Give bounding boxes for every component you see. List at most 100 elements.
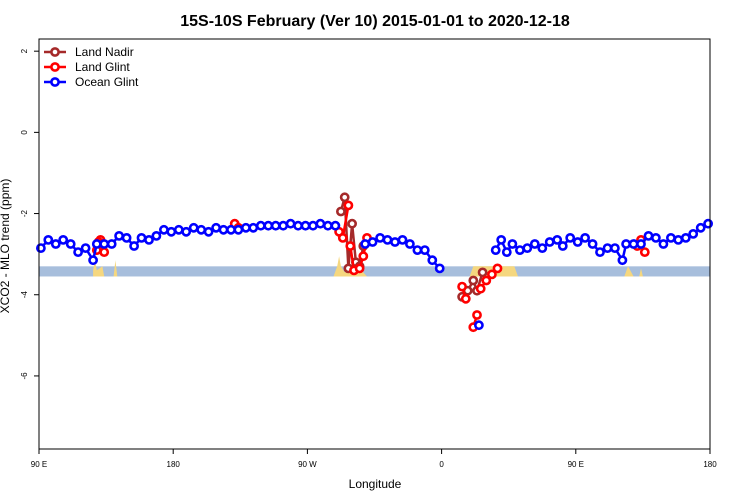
data-point bbox=[339, 192, 350, 203]
data-point bbox=[490, 245, 501, 255]
data-point bbox=[552, 234, 563, 245]
legend-marker bbox=[50, 47, 60, 57]
data-point bbox=[211, 222, 221, 233]
data-point bbox=[322, 220, 333, 231]
data-point bbox=[507, 239, 518, 249]
land-fill-region bbox=[113, 260, 118, 277]
data-point bbox=[285, 218, 296, 229]
data-point bbox=[529, 239, 540, 249]
data-point bbox=[457, 281, 467, 292]
data-point bbox=[673, 234, 684, 245]
data-point bbox=[481, 275, 492, 286]
data-point bbox=[114, 230, 124, 241]
data-point bbox=[65, 239, 76, 249]
data-point bbox=[522, 243, 533, 253]
data-point bbox=[347, 218, 357, 229]
land-fill-region bbox=[93, 260, 105, 277]
x-tick-label: 90 W bbox=[298, 460, 317, 469]
data-point bbox=[460, 293, 471, 304]
data-point bbox=[308, 220, 318, 231]
data-point bbox=[99, 247, 110, 257]
data-point bbox=[43, 234, 54, 245]
land-fill-region bbox=[624, 266, 634, 277]
data-point bbox=[390, 237, 400, 247]
legend-label: Land Glint bbox=[75, 60, 130, 74]
data-point bbox=[404, 239, 415, 249]
data-point bbox=[196, 224, 207, 235]
series-layer bbox=[36, 192, 713, 333]
data-point bbox=[475, 283, 486, 294]
data-point bbox=[218, 224, 229, 235]
data-point bbox=[434, 263, 445, 274]
data-point bbox=[337, 232, 348, 243]
x-tick-label: 90 E bbox=[568, 460, 584, 469]
plot-frame bbox=[38, 38, 711, 450]
data-point bbox=[382, 234, 393, 245]
data-point bbox=[50, 239, 61, 249]
data-point bbox=[501, 247, 512, 257]
legend-item: Land Nadir bbox=[44, 45, 134, 59]
data-point bbox=[472, 310, 482, 320]
y-tick-label: -4 bbox=[20, 291, 29, 299]
data-point bbox=[173, 224, 184, 235]
data-point bbox=[496, 234, 507, 245]
data-point bbox=[255, 220, 266, 231]
data-point bbox=[158, 224, 169, 235]
data-point bbox=[695, 222, 706, 233]
data-point bbox=[233, 224, 244, 235]
data-point bbox=[80, 243, 91, 253]
x-tick-label: 180 bbox=[167, 460, 181, 469]
x-axis: 90 E 180 90 W 0 90 E 180 bbox=[31, 449, 717, 469]
data-point bbox=[651, 232, 661, 243]
data-point bbox=[99, 239, 110, 249]
x-tick-label: 0 bbox=[439, 460, 444, 469]
legend-item: Land Glint bbox=[44, 60, 130, 74]
data-point bbox=[300, 220, 311, 231]
data-point bbox=[58, 234, 69, 245]
data-point bbox=[680, 232, 691, 243]
data-point bbox=[492, 263, 503, 274]
data-point bbox=[151, 230, 162, 241]
data-point bbox=[658, 239, 669, 249]
reference-band bbox=[39, 266, 710, 277]
data-point bbox=[468, 275, 479, 286]
data-point bbox=[643, 230, 654, 241]
data-point bbox=[636, 239, 646, 249]
data-point bbox=[610, 243, 620, 253]
data-point bbox=[354, 263, 365, 274]
data-point bbox=[136, 232, 147, 243]
data-point bbox=[375, 232, 385, 243]
data-point bbox=[270, 220, 281, 231]
y-tick-label: -2 bbox=[20, 209, 29, 217]
data-point bbox=[688, 228, 699, 239]
data-point bbox=[367, 237, 378, 247]
series-ocean-glint bbox=[36, 218, 713, 331]
chart-title: 15S-10S February (Ver 10) 2015-01-01 to … bbox=[180, 13, 570, 30]
data-point bbox=[330, 220, 341, 231]
data-point bbox=[703, 218, 713, 229]
y-axis-label: XCO2 - MLO trend (ppm) bbox=[0, 179, 12, 314]
data-point bbox=[166, 226, 177, 237]
data-point bbox=[419, 245, 430, 255]
data-point bbox=[248, 222, 259, 233]
data-point bbox=[335, 206, 346, 217]
data-point bbox=[188, 222, 199, 233]
legend-item: Ocean Glint bbox=[44, 75, 139, 89]
data-point bbox=[278, 220, 289, 231]
data-point bbox=[345, 241, 356, 251]
data-point bbox=[129, 241, 139, 251]
data-point bbox=[486, 269, 497, 280]
data-point bbox=[580, 232, 590, 243]
data-point bbox=[544, 237, 555, 247]
data-point bbox=[587, 239, 598, 249]
series-land-glint bbox=[91, 200, 650, 333]
legend-label: Land Nadir bbox=[75, 45, 134, 59]
legend-marker bbox=[50, 62, 60, 72]
data-point bbox=[666, 232, 676, 243]
data-point bbox=[203, 226, 214, 237]
x-tick-label: 180 bbox=[703, 460, 717, 469]
data-point bbox=[427, 255, 438, 266]
data-point bbox=[106, 239, 117, 249]
data-point bbox=[473, 320, 484, 331]
